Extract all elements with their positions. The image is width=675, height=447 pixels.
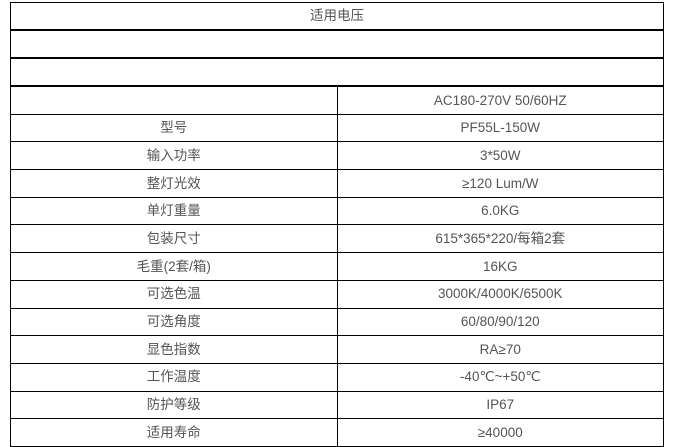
title-row: 适用电压 (10, 2, 664, 31)
row-value: 60/80/90/120 (336, 307, 664, 337)
row-label: 毛重(2套/箱) (10, 252, 338, 281)
table-row: AC180-270V 50/60HZ (10, 85, 664, 115)
table-row: 整灯光效 ≥120 Lum/W (10, 169, 664, 198)
row-value: RA≥70 (336, 335, 664, 364)
row-label: 显色指数 (10, 335, 338, 364)
row-label: 可选色温 (10, 279, 338, 309)
row-label: 输入功率 (10, 141, 338, 171)
table-row: 单灯重量 6.0KG (10, 196, 664, 226)
row-value: ≥40000 (336, 418, 664, 447)
empty-cell (10, 57, 664, 87)
table-row: 工作温度 -40℃~+50℃ (10, 362, 664, 392)
row-label: 单灯重量 (10, 196, 338, 226)
row-value: IP67 (336, 390, 664, 420)
table-row: 型号 PF55L-150W (10, 113, 664, 143)
table-row: 输入功率 3*50W (10, 141, 664, 171)
empty-cell (10, 29, 664, 59)
table-body: 适用电压 AC180-270V 50/60HZ 型号 PF55L-150W 输入… (10, 2, 664, 447)
row-value: ≥120 Lum/W (336, 169, 664, 198)
table-row: 适用寿命 ≥40000 (10, 418, 664, 447)
specification-table: 适用电压 AC180-270V 50/60HZ 型号 PF55L-150W 输入… (10, 2, 664, 447)
table-row: 可选色温 3000K/4000K/6500K (10, 279, 664, 309)
table-row: 毛重(2套/箱) 16KG (10, 252, 664, 281)
row-label: 整灯光效 (10, 169, 338, 198)
row-value: 3*50W (336, 141, 664, 171)
row-value: 6.0KG (336, 196, 664, 226)
row-value: PF55L-150W (336, 113, 664, 143)
row-label: 工作温度 (10, 362, 338, 392)
row-value: 16KG (336, 252, 664, 281)
row-label: 可选角度 (10, 307, 338, 337)
row-label (10, 85, 338, 115)
row-label: 适用寿命 (10, 418, 338, 447)
row-value: AC180-270V 50/60HZ (336, 85, 664, 115)
empty-row (10, 29, 664, 59)
row-label: 防护等级 (10, 390, 338, 420)
empty-row (10, 57, 664, 87)
row-label: 包装尺寸 (10, 224, 338, 254)
table-row: 显色指数 RA≥70 (10, 335, 664, 364)
table-row: 防护等级 IP67 (10, 390, 664, 420)
specification-sheet: 适用电压 AC180-270V 50/60HZ 型号 PF55L-150W 输入… (10, 2, 664, 447)
row-value: 3000K/4000K/6500K (336, 279, 664, 309)
table-row: 包装尺寸 615*365*220/每箱2套 (10, 224, 664, 254)
row-value: -40℃~+50℃ (336, 362, 664, 392)
row-value: 615*365*220/每箱2套 (336, 224, 664, 254)
table-title: 适用电压 (10, 2, 664, 31)
row-label: 型号 (10, 113, 338, 143)
table-row: 可选角度 60/80/90/120 (10, 307, 664, 337)
